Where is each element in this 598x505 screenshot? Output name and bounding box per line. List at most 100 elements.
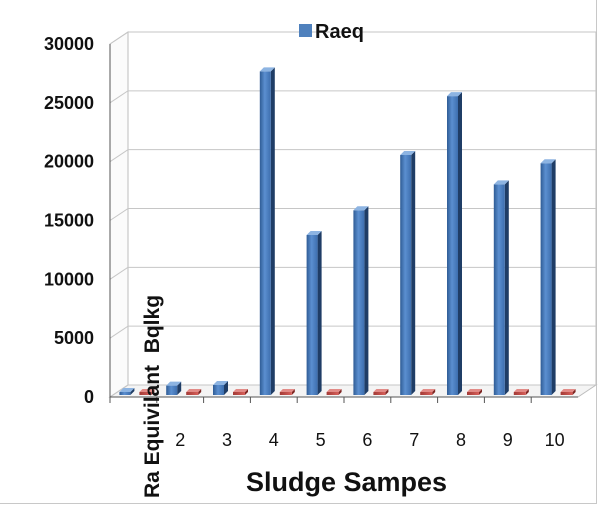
x-tick-label: 10	[545, 430, 565, 450]
bar-top	[233, 389, 248, 392]
bar-side	[130, 388, 135, 395]
gridline-side	[109, 31, 129, 45]
bar-front	[166, 385, 178, 395]
bar-front	[233, 392, 245, 395]
bar-front	[353, 210, 365, 395]
bar-side	[385, 389, 389, 395]
bar	[373, 389, 389, 395]
bar	[233, 389, 248, 395]
bar-top	[560, 389, 576, 392]
bar	[119, 388, 135, 395]
bar-front	[447, 96, 458, 396]
x-tick-label: 5	[316, 430, 326, 450]
bar-top	[420, 389, 436, 392]
y-axis-title: Ra Equivilant Bqlkg	[141, 295, 164, 498]
y-tick-label: 0	[84, 387, 94, 407]
bar	[540, 159, 556, 395]
legend-label-raeq: Raeq	[315, 21, 364, 43]
bar	[259, 67, 275, 396]
bar-front	[139, 392, 152, 395]
y-tick-labels: 0 5000 10000 15000 20000 25000 30000	[44, 34, 94, 407]
bar-side	[525, 389, 529, 395]
legend: Raeq	[299, 21, 364, 43]
bar-top	[166, 381, 182, 386]
bar-front	[186, 392, 199, 395]
bar-side	[317, 230, 322, 395]
bar-front	[400, 154, 412, 395]
bar-top	[186, 389, 202, 392]
x-tick-label: 2	[175, 430, 185, 450]
bar-side	[291, 389, 295, 395]
bar	[560, 389, 576, 395]
bar-side	[479, 389, 482, 395]
x-tick-label: 8	[456, 430, 466, 450]
bar-top	[493, 180, 509, 185]
bar	[213, 380, 228, 395]
bar-side	[270, 67, 275, 396]
bar-front	[279, 392, 292, 395]
bar-front	[259, 71, 271, 396]
bar-top	[540, 159, 556, 164]
bar-top	[447, 92, 462, 97]
gridline-side	[109, 266, 129, 280]
bar	[186, 389, 202, 395]
bar-top	[259, 67, 275, 72]
bar-front	[560, 392, 573, 395]
y-tick-label: 5000	[54, 328, 94, 348]
bar-side	[458, 92, 462, 396]
bar-side	[224, 380, 228, 395]
bar	[400, 150, 416, 395]
bar-side	[364, 206, 369, 395]
bar-top	[119, 388, 135, 392]
bar-front	[119, 392, 131, 395]
x-tick-label: 7	[409, 430, 419, 450]
bar-side	[411, 150, 416, 395]
bar-front	[493, 184, 505, 395]
x-tick-label: 4	[269, 430, 279, 450]
axes	[109, 44, 578, 403]
bar-top	[279, 389, 295, 392]
bar-top	[353, 206, 369, 211]
bar-front	[420, 392, 433, 395]
bar	[353, 206, 369, 395]
bar-front	[540, 163, 552, 395]
bar-top	[513, 389, 529, 392]
bar-top	[326, 389, 342, 392]
bar-side	[551, 159, 556, 395]
bar	[279, 389, 295, 395]
bar-side	[245, 389, 248, 395]
bar-top	[373, 389, 389, 392]
bar-top	[213, 380, 228, 385]
bar-top	[400, 150, 416, 155]
bar	[420, 389, 436, 395]
bar	[139, 389, 155, 395]
y-tick-label: 10000	[44, 269, 94, 289]
bar-front	[306, 234, 318, 395]
bar-front	[467, 392, 479, 395]
bar-front	[373, 392, 386, 395]
bar-side	[177, 381, 182, 395]
y-tick-label: 20000	[44, 152, 94, 172]
x-tick-labels: 2 3 4 5 6 7 8 9 10	[175, 430, 564, 450]
bar-front	[213, 384, 224, 395]
bar-top	[139, 389, 155, 392]
bar-side	[151, 389, 155, 395]
x-tick-label: 6	[362, 430, 372, 450]
bar-front	[513, 392, 526, 395]
bar-side	[338, 389, 342, 395]
bar	[513, 389, 529, 395]
bar	[326, 389, 342, 395]
gridline-side	[109, 384, 129, 398]
bars	[119, 67, 576, 396]
chart-walls	[108, 31, 598, 398]
gridline-side	[109, 90, 129, 104]
y-tick-label: 30000	[44, 34, 94, 54]
legend-swatch-raeq	[299, 24, 312, 37]
bar	[467, 389, 482, 395]
x-tick-label: 9	[503, 430, 513, 450]
bar-side	[198, 389, 202, 395]
x-tick-label: 3	[222, 430, 232, 450]
y-tick-label: 25000	[44, 93, 94, 113]
bar	[166, 381, 182, 395]
